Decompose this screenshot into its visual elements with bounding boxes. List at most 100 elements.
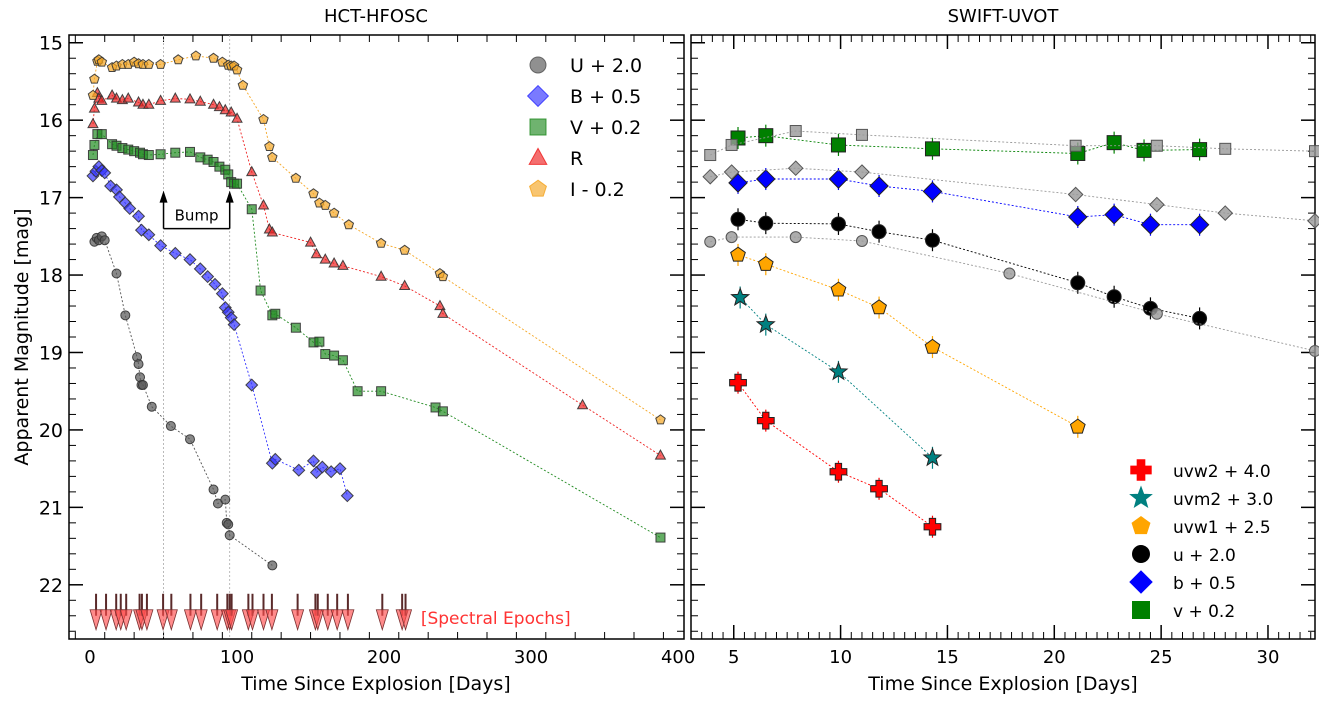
legend-marker (528, 147, 548, 165)
legend-marker (529, 56, 547, 74)
data-point (310, 247, 323, 259)
series-line (710, 236, 1316, 352)
data-point (702, 168, 719, 185)
epoch-arrow-icon (265, 609, 279, 632)
series-line (737, 382, 933, 528)
legend-label: v + 0.2 (1173, 602, 1235, 622)
epoch-arrow-icon (321, 609, 335, 632)
bump-arrow-icon (225, 190, 234, 203)
series-b-0-5 (728, 168, 1210, 236)
data-point (223, 519, 234, 530)
data-point (154, 94, 167, 105)
legend-marker (529, 118, 547, 136)
panel-title: HCT-HFOSC (324, 6, 428, 27)
data-point (789, 231, 802, 244)
legend-item: uvw2 + 4.0 (1130, 459, 1271, 482)
data-point (170, 147, 181, 158)
series-b-0-5 (86, 160, 354, 503)
data-point (155, 149, 166, 160)
data-point (328, 256, 340, 268)
x-axis-label: Time Since Explosion [Days] (867, 673, 1137, 695)
data-point (1003, 267, 1016, 280)
y-tick-label: 21 (39, 497, 63, 519)
data-point (352, 386, 363, 397)
legend-marker (1131, 515, 1151, 535)
data-point (340, 489, 354, 503)
data-point (1069, 418, 1086, 434)
data-point (725, 138, 738, 151)
series-line (737, 178, 1200, 226)
data-point (730, 211, 746, 227)
data-point (154, 239, 168, 253)
data-point (1104, 204, 1124, 225)
epoch-arrow-icon (341, 609, 355, 632)
data-point (757, 255, 774, 271)
data-point (655, 532, 666, 543)
data-point (1307, 212, 1319, 229)
data-point (290, 172, 302, 183)
data-point (315, 460, 329, 474)
data-point (308, 188, 319, 199)
data-point (1189, 214, 1210, 235)
data-point (704, 149, 717, 162)
data-point (830, 281, 847, 297)
data-point (225, 105, 237, 117)
data-point (869, 176, 889, 196)
y-tick-label: 22 (39, 575, 63, 597)
data-point (787, 160, 804, 177)
x-tick-label: 15 (936, 647, 959, 668)
epoch-arrow-icon (245, 609, 260, 632)
data-point (871, 299, 887, 315)
x-tick-label: 0 (84, 647, 95, 668)
data-point (213, 100, 226, 112)
epoch-arrow-icon (164, 609, 178, 632)
data-point (185, 434, 196, 445)
legend-marker (1129, 485, 1153, 509)
legend-label: B + 0.5 (570, 86, 641, 108)
data-point (227, 318, 241, 332)
data-point (654, 449, 667, 460)
data-point (320, 349, 331, 360)
epoch-arrow-icon (375, 609, 389, 632)
data-point (1067, 207, 1088, 227)
legend-marker (529, 179, 547, 197)
data-point (924, 338, 941, 354)
bump-label: Bump (175, 207, 219, 225)
spectral-epochs: [Spectral Epochs] (89, 593, 571, 632)
data-point (1192, 310, 1208, 326)
data-point (723, 164, 740, 180)
epoch-arrow-icon (256, 609, 271, 632)
data-point (704, 235, 717, 248)
legend-label: U + 2.0 (570, 55, 642, 77)
legend-item: V + 0.2 (529, 117, 641, 139)
series-line (737, 218, 1200, 319)
data-point (924, 141, 940, 157)
data-point (437, 270, 449, 282)
data-point (320, 199, 331, 210)
data-point (220, 494, 231, 505)
data-point (237, 79, 249, 90)
series-v-0-2 (730, 124, 1208, 165)
x-tick-label: 400 (661, 647, 695, 668)
series-line (92, 165, 348, 496)
data-point (292, 463, 306, 477)
data-point (122, 92, 135, 103)
data-point (1069, 139, 1082, 152)
data-point (89, 73, 100, 84)
data-point (399, 244, 410, 255)
legend-item: I - 0.2 (529, 179, 625, 201)
data-point (337, 259, 349, 270)
plot-area-hct: 15 16 17 18 19 20 21 22 0 100 200 300 400 Bump [Spectr… (39, 33, 695, 668)
data-point (264, 140, 275, 151)
data-point (922, 447, 943, 467)
x-tick-label: 20 (1043, 647, 1066, 668)
x-tick-label: 200 (367, 647, 401, 668)
data-point (375, 270, 387, 281)
data-point (1106, 289, 1122, 305)
data-point (730, 246, 746, 262)
data-point (185, 146, 196, 157)
data-point (1149, 196, 1165, 213)
series-line (94, 235, 273, 566)
series-reference-u (704, 231, 1319, 357)
